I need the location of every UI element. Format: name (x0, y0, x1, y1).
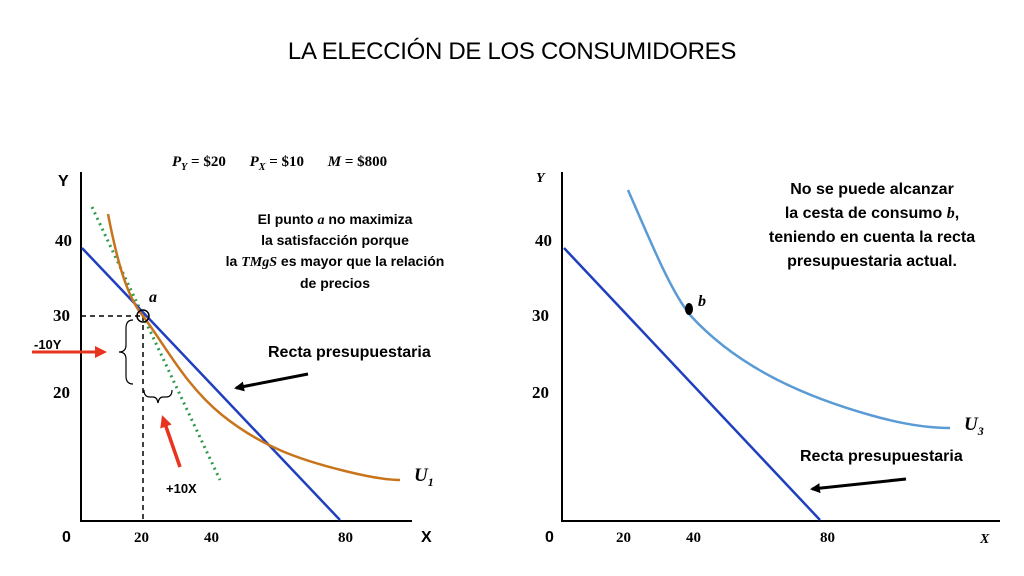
y-tick-20-right: 20 (532, 383, 549, 402)
note-right-line4: presupuestaria actual. (787, 253, 957, 270)
budget-line-left (81, 247, 341, 521)
budget-arrow-right (810, 477, 907, 494)
note-left-line4: de precios (300, 275, 370, 291)
price-line: PY = $20 PX = $10 M = $800 (172, 154, 387, 173)
point-b-marker (685, 303, 693, 315)
point-a-marker (136, 309, 150, 323)
x-axis-label-left: X (421, 529, 432, 546)
indifference-curve-u3 (626, 189, 951, 430)
y-tick-40-right: 40 (535, 231, 552, 250)
note-right-line2: la cesta de consumo b, (785, 205, 959, 222)
note-left-line3: la TMgS es mayor que la relación (226, 253, 445, 270)
note-left-line2: la satisfacción porque (261, 232, 409, 248)
y-tick-30-left: 30 (53, 306, 70, 325)
page-title: LA ELECCIÓN DE LOS CONSUMIDORES (287, 38, 737, 65)
x-tick-80-left: 80 (338, 530, 353, 546)
budget-arrow-left (234, 372, 309, 392)
note-right-line1: No se puede alcanzar (790, 181, 954, 198)
note-right-line3: teniendo en cuenta la recta (769, 229, 975, 246)
point-a-label: a (149, 289, 157, 306)
indifference-curve-u1 (106, 213, 401, 482)
origin-label-left: 0 (62, 529, 71, 546)
x-tick-20-left: 20 (134, 530, 149, 546)
budget-line-label-left: Recta presupuestaria (268, 344, 431, 361)
plus-10x-label: +10X (166, 481, 197, 496)
y-axis-label-right: Y (536, 171, 546, 186)
left-panel: PY = $20 PX = $10 M = $800 Y X 0 40 30 2… (32, 154, 444, 546)
brace-minus-10y (118, 319, 134, 385)
x-tick-40-left: 40 (204, 530, 219, 546)
x-tick-20-right: 20 (616, 530, 631, 546)
note-left: El punto a no maximiza la satisfacción p… (226, 211, 445, 291)
brace-plus-10x (143, 389, 173, 404)
note-right: No se puede alcanzar la cesta de consumo… (769, 181, 975, 270)
red-arrow-plus-10x (160, 415, 182, 468)
budget-line-label-right: Recta presupuestaria (800, 448, 963, 465)
y-tick-40-left: 40 (55, 231, 72, 250)
minus-10y-label: -10Y (34, 337, 62, 352)
right-panel: Y X 0 40 30 20 20 40 80 b No se puede al… (532, 171, 1000, 547)
y-tick-30-right: 30 (532, 306, 549, 325)
curve-label-u3: U3 (964, 414, 984, 438)
budget-line-right (563, 247, 821, 521)
mrs-tangent-line (90, 206, 222, 481)
note-left-line1: El punto a no maximiza (258, 211, 413, 228)
point-b-label: b (698, 293, 706, 310)
y-tick-20-left: 20 (53, 383, 70, 402)
x-tick-40-right: 40 (686, 530, 701, 546)
y-axis-label-left: Y (58, 173, 69, 190)
x-axis-label-right: X (979, 532, 990, 547)
origin-label-right: 0 (545, 529, 554, 546)
x-tick-80-right: 80 (820, 530, 835, 546)
curve-label-u1: U1 (414, 465, 434, 489)
